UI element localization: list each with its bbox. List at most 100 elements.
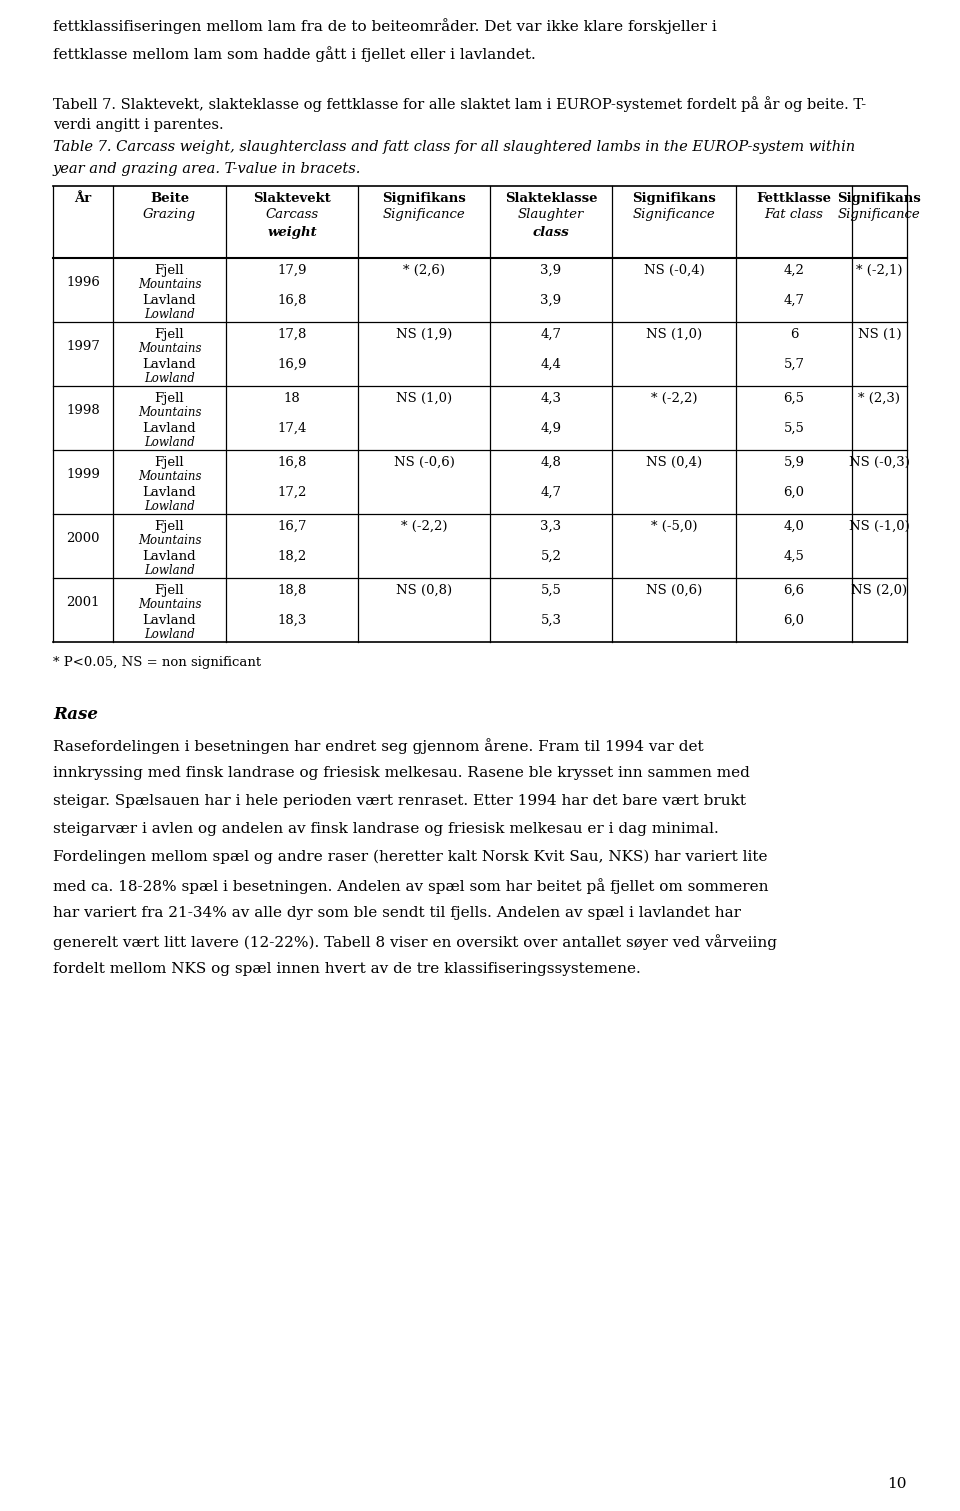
Text: NS (-1,0): NS (-1,0) (850, 520, 910, 533)
Text: Fordelingen mellom spæl og andre raser (heretter kalt Norsk Kvit Sau, NKS) har v: Fordelingen mellom spæl og andre raser (… (53, 851, 767, 864)
Text: 16,8: 16,8 (277, 456, 306, 468)
Text: Table 7. Carcass weight, slaughterclass and fatt class for all slaughtered lambs: Table 7. Carcass weight, slaughterclass … (53, 141, 855, 154)
Text: 1997: 1997 (66, 340, 100, 352)
Text: fettklasse mellom lam som hadde gått i fjellet eller i lavlandet.: fettklasse mellom lam som hadde gått i f… (53, 45, 536, 62)
Text: 4,7: 4,7 (540, 328, 562, 341)
Text: Fjell: Fjell (155, 583, 184, 597)
Text: Lavland: Lavland (143, 295, 196, 307)
Text: Lowland: Lowland (144, 372, 195, 385)
Text: 4,4: 4,4 (540, 358, 562, 372)
Text: Lowland: Lowland (144, 437, 195, 449)
Text: 4,9: 4,9 (540, 422, 562, 435)
Text: 5,2: 5,2 (540, 550, 562, 564)
Text: 3,3: 3,3 (540, 520, 562, 533)
Text: 5,7: 5,7 (783, 358, 804, 372)
Text: Fat class: Fat class (764, 209, 824, 221)
Text: Beite: Beite (150, 192, 189, 205)
Text: Slaughter: Slaughter (517, 209, 585, 221)
Text: 17,4: 17,4 (277, 422, 306, 435)
Text: 1998: 1998 (66, 403, 100, 417)
Text: Lowland: Lowland (144, 500, 195, 514)
Text: innkryssing med finsk landrase og friesisk melkesau. Rasene ble krysset inn samm: innkryssing med finsk landrase og friesi… (53, 766, 750, 780)
Text: År: År (74, 192, 91, 205)
Text: Lowland: Lowland (144, 629, 195, 641)
Text: * (2,6): * (2,6) (403, 264, 445, 277)
Text: verdi angitt i parentes.: verdi angitt i parentes. (53, 118, 224, 131)
Text: * (2,3): * (2,3) (858, 391, 900, 405)
Text: Fjell: Fjell (155, 520, 184, 533)
Text: Lavland: Lavland (143, 613, 196, 627)
Text: 16,8: 16,8 (277, 295, 306, 307)
Text: 10: 10 (887, 1476, 907, 1491)
Text: Significance: Significance (838, 209, 921, 221)
Text: Fjell: Fjell (155, 264, 184, 277)
Text: Fjell: Fjell (155, 328, 184, 341)
Text: 18,3: 18,3 (277, 613, 306, 627)
Text: Tabell 7. Slaktevekt, slakteklasse og fettklasse for alle slaktet lam i EUROP-sy: Tabell 7. Slaktevekt, slakteklasse og fe… (53, 97, 866, 112)
Text: generelt vært litt lavere (12-22%). Tabell 8 viser en oversikt over antallet søy: generelt vært litt lavere (12-22%). Tabe… (53, 934, 777, 950)
Text: * P<0.05, NS = non significant: * P<0.05, NS = non significant (53, 656, 261, 669)
Text: Carcass: Carcass (265, 209, 319, 221)
Text: 5,9: 5,9 (783, 456, 804, 468)
Text: Mountains: Mountains (137, 341, 202, 355)
Text: med ca. 18-28% spæl i besetningen. Andelen av spæl som har beitet på fjellet om : med ca. 18-28% spæl i besetningen. Andel… (53, 878, 769, 895)
Text: 4,5: 4,5 (783, 550, 804, 564)
Text: class: class (533, 227, 569, 239)
Text: NS (0,4): NS (0,4) (646, 456, 702, 468)
Text: 2001: 2001 (66, 595, 100, 609)
Text: 6,6: 6,6 (783, 583, 804, 597)
Text: 18,8: 18,8 (277, 583, 306, 597)
Text: 4,8: 4,8 (540, 456, 562, 468)
Text: 16,9: 16,9 (277, 358, 307, 372)
Text: 1999: 1999 (66, 467, 100, 480)
Text: 17,9: 17,9 (277, 264, 307, 277)
Text: Lavland: Lavland (143, 422, 196, 435)
Text: 6,5: 6,5 (783, 391, 804, 405)
Text: NS (0,6): NS (0,6) (646, 583, 702, 597)
Text: Fjell: Fjell (155, 456, 184, 468)
Text: NS (2,0): NS (2,0) (852, 583, 907, 597)
Text: * (-2,2): * (-2,2) (651, 391, 697, 405)
Text: 2000: 2000 (66, 532, 100, 544)
Text: har variert fra 21-34% av alle dyr som ble sendt til fjells. Andelen av spæl i l: har variert fra 21-34% av alle dyr som b… (53, 907, 741, 920)
Text: Mountains: Mountains (137, 598, 202, 610)
Text: steigarvær i avlen og andelen av finsk landrase og friesisk melkesau er i dag mi: steigarvær i avlen og andelen av finsk l… (53, 822, 719, 836)
Text: 17,8: 17,8 (277, 328, 306, 341)
Text: Signifikans: Signifikans (632, 192, 716, 205)
Text: Lavland: Lavland (143, 358, 196, 372)
Text: 5,3: 5,3 (540, 613, 562, 627)
Text: NS (1,0): NS (1,0) (646, 328, 702, 341)
Text: year and grazing area. T-value in bracets.: year and grazing area. T-value in bracet… (53, 162, 361, 175)
Text: 4,0: 4,0 (783, 520, 804, 533)
Text: Significance: Significance (383, 209, 466, 221)
Text: 18: 18 (283, 391, 300, 405)
Text: 4,7: 4,7 (540, 487, 562, 499)
Text: NS (1,0): NS (1,0) (396, 391, 452, 405)
Text: 6,0: 6,0 (783, 613, 804, 627)
Text: 5,5: 5,5 (540, 583, 562, 597)
Text: Signifikans: Signifikans (838, 192, 922, 205)
Text: Slakteklasse: Slakteklasse (505, 192, 597, 205)
Text: 4,2: 4,2 (783, 264, 804, 277)
Text: NS (-0,6): NS (-0,6) (394, 456, 454, 468)
Text: 4,3: 4,3 (540, 391, 562, 405)
Text: fordelt mellom NKS og spæl innen hvert av de tre klassifiseringssystemene.: fordelt mellom NKS og spæl innen hvert a… (53, 963, 640, 976)
Text: Rase: Rase (53, 706, 98, 722)
Text: Lavland: Lavland (143, 487, 196, 499)
Text: 6,0: 6,0 (783, 487, 804, 499)
Text: Lowland: Lowland (144, 308, 195, 320)
Text: Mountains: Mountains (137, 470, 202, 484)
Text: NS (1,9): NS (1,9) (396, 328, 452, 341)
Text: 1996: 1996 (66, 275, 100, 289)
Text: 17,2: 17,2 (277, 487, 306, 499)
Text: fettklassifiseringen mellom lam fra de to beiteområder. Det var ikke klare forsk: fettklassifiseringen mellom lam fra de t… (53, 18, 717, 33)
Text: Mountains: Mountains (137, 278, 202, 292)
Text: Lavland: Lavland (143, 550, 196, 564)
Text: 3,9: 3,9 (540, 295, 562, 307)
Text: Mountains: Mountains (137, 406, 202, 419)
Text: 5,5: 5,5 (783, 422, 804, 435)
Text: 16,7: 16,7 (277, 520, 307, 533)
Text: 6: 6 (790, 328, 799, 341)
Text: weight: weight (267, 227, 317, 239)
Text: Mountains: Mountains (137, 533, 202, 547)
